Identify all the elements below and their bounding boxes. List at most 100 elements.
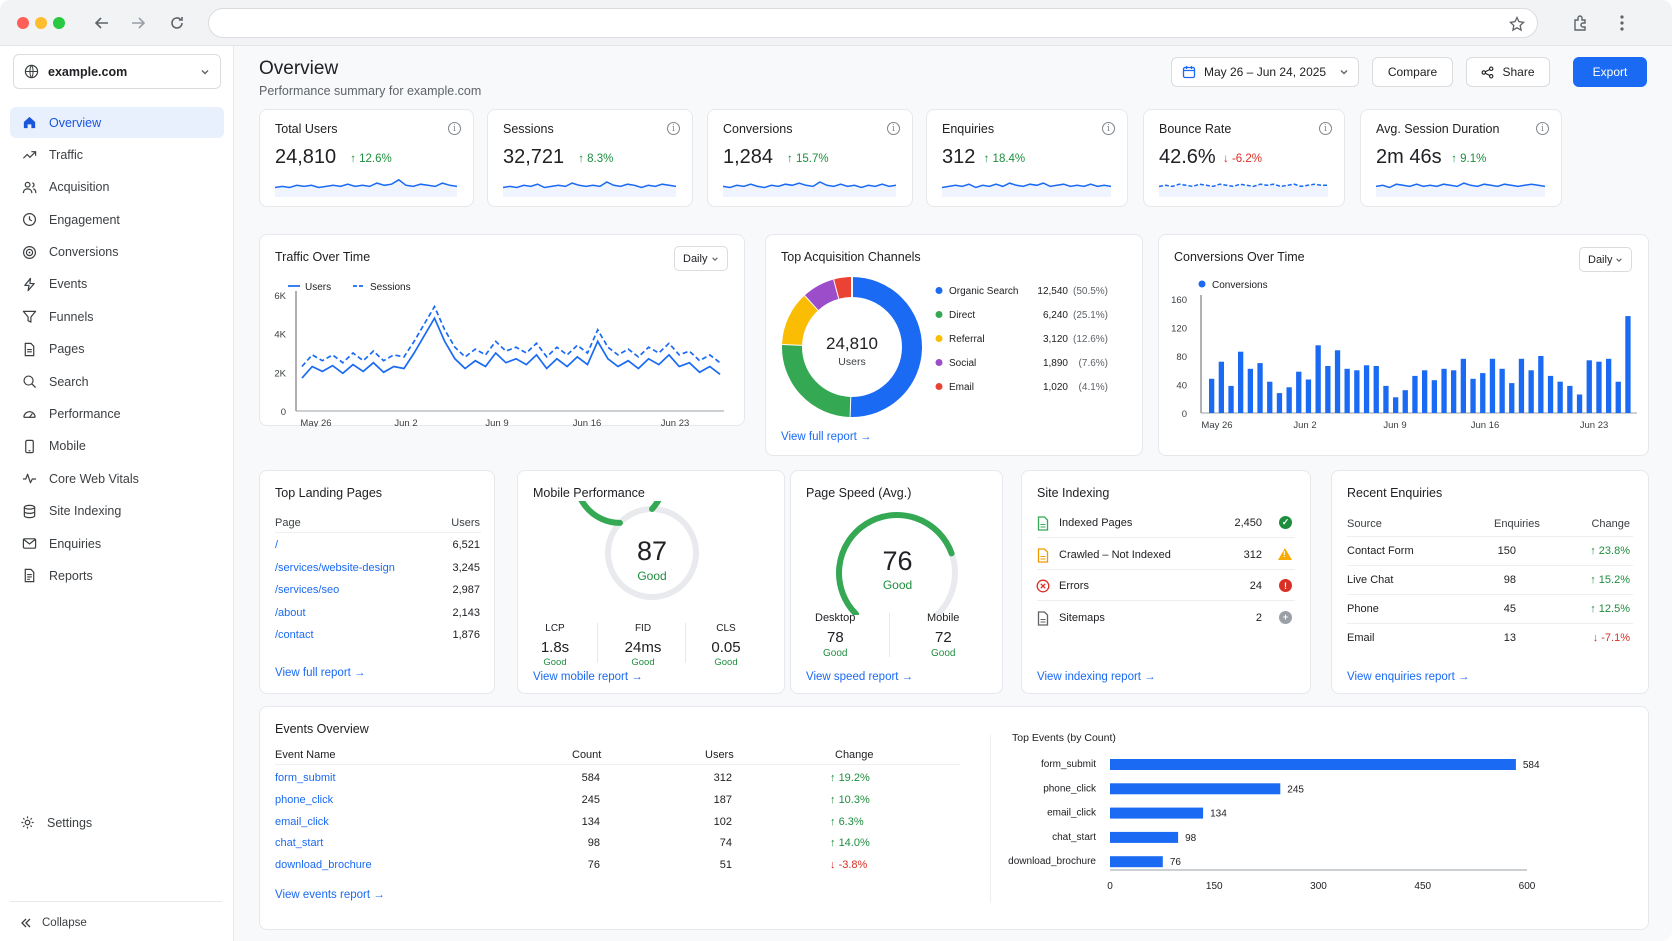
kpi-card-enquiries[interactable]: Enquiries i 312 ↑ 18.4% — [926, 109, 1128, 207]
metric-label: CLS — [716, 623, 736, 634]
donut-slice-social[interactable] — [804, 279, 840, 311]
arrow-up-icon: ↑ — [983, 153, 990, 165]
data-label: 76 — [1170, 857, 1182, 868]
info-icon[interactable]: i — [1102, 122, 1115, 135]
sidebar-item-overview[interactable]: Overview — [10, 107, 224, 138]
export-button[interactable]: Export — [1573, 57, 1647, 87]
enquiry-change: ↑ 15.2% — [1590, 574, 1630, 586]
address-bar[interactable] — [208, 8, 1538, 38]
event-name-link[interactable]: phone_click — [275, 793, 334, 806]
mobile-score: 72 — [935, 629, 952, 646]
forward-arrow-icon[interactable] — [127, 12, 149, 34]
sidebar-item-conversions[interactable]: Conversions — [10, 237, 224, 268]
info-icon[interactable]: i — [887, 122, 900, 135]
compare-button[interactable]: Compare — [1372, 57, 1453, 87]
chevron-down-icon — [712, 256, 718, 261]
view-full-report-link[interactable]: View full report → — [275, 667, 366, 679]
sidebar-item-pages[interactable]: Pages — [10, 334, 224, 365]
landing-page-link[interactable]: / — [275, 539, 279, 551]
category-label: email_click — [1047, 808, 1097, 819]
back-arrow-icon[interactable] — [91, 12, 113, 34]
bar — [1489, 358, 1496, 413]
share-button[interactable]: Share — [1466, 57, 1550, 87]
kpi-card-conversions[interactable]: Conversions i 1,284 ↑ 15.7% — [707, 109, 913, 207]
donut-slice-organic-search[interactable] — [849, 277, 922, 417]
sidebar-item-reports[interactable]: Reports — [10, 560, 224, 591]
x-tick-label: 150 — [1206, 881, 1223, 892]
close-window-button[interactable] — [17, 17, 29, 29]
kpi-card-bounce-rate[interactable]: Bounce Rate i 42.6% ↓ -6.2% — [1143, 109, 1345, 207]
sidebar-item-traffic[interactable]: Traffic — [10, 139, 224, 170]
sidebar-item-search[interactable]: Search — [10, 366, 224, 397]
info-icon[interactable]: i — [667, 122, 680, 135]
warning-icon: ! — [1278, 547, 1292, 560]
view-speed-report-link[interactable]: View speed report → — [806, 671, 914, 683]
bar — [1547, 375, 1554, 413]
info-icon[interactable]: i — [448, 122, 461, 135]
sidebar-item-enquiries[interactable]: Enquiries — [10, 528, 224, 559]
indexing-value: 24 — [1249, 580, 1262, 592]
bar — [1363, 365, 1370, 413]
sidebar-item-performance[interactable]: Performance — [10, 399, 224, 430]
event-name-link[interactable]: email_click — [275, 815, 329, 828]
sidebar-item-acquisition[interactable]: Acquisition — [10, 172, 224, 203]
view-full-report-link[interactable]: View full report → — [781, 431, 872, 443]
donut-slice-referral[interactable] — [782, 295, 819, 346]
series-line-sessions — [301, 304, 721, 368]
landing-page-link[interactable]: /services/website-design — [275, 561, 395, 574]
sidebar-item-funnels[interactable]: Funnels — [10, 301, 224, 332]
event-name-link[interactable]: download_brochure — [275, 859, 372, 872]
site-selector[interactable]: example.com — [13, 54, 221, 89]
funnel-icon — [22, 311, 37, 324]
landing-page-link[interactable]: /services/seo — [275, 584, 340, 597]
sidebar-item-engagement[interactable]: Engagement — [10, 204, 224, 235]
donut-slice-direct[interactable] — [782, 343, 851, 417]
sidebar-item-events[interactable]: Events — [10, 269, 224, 300]
bar — [1596, 361, 1602, 413]
landing-page-link[interactable]: /about — [275, 606, 306, 619]
event-name-link[interactable]: form_submit — [275, 772, 336, 784]
menu-kebab-icon[interactable] — [1611, 12, 1633, 34]
date-range-picker[interactable]: May 26 – Jun 24, 2025 — [1171, 57, 1359, 87]
minimize-window-button[interactable] — [35, 17, 47, 29]
kpi-value: 312 — [942, 146, 976, 168]
legend-percent: (12.6%) — [1073, 334, 1108, 345]
legend-value: 3,120 — [1043, 334, 1068, 345]
sidebar-settings[interactable]: Settings — [10, 807, 224, 839]
view-enquiries-report-link[interactable]: View enquiries report → — [1347, 671, 1470, 683]
kpi-card-avg-session-duration[interactable]: Avg. Session Duration i 2m 46s ↑ 9.1% — [1360, 109, 1562, 207]
bar — [1110, 807, 1204, 819]
sidebar-item-label: Acquisition — [49, 180, 110, 195]
collapse-sidebar-button[interactable]: Collapse — [10, 911, 224, 935]
compare-label: Compare — [1387, 65, 1438, 79]
col-header-event-name: Event Name — [275, 749, 336, 761]
sidebar-item-core-web-vitals[interactable]: Core Web Vitals — [10, 463, 224, 494]
donut-slice-email[interactable] — [834, 277, 853, 299]
bookmark-star-icon[interactable] — [1509, 16, 1525, 32]
reload-icon[interactable] — [166, 12, 188, 34]
view-events-report-link[interactable]: View events report → — [275, 889, 385, 901]
extensions-icon[interactable] — [1570, 12, 1592, 34]
data-label: 584 — [1523, 760, 1540, 771]
divider — [889, 613, 890, 657]
pulse-icon — [22, 473, 37, 484]
landing-page-link[interactable]: /contact — [275, 629, 314, 642]
event-change: ↓ -3.8% — [830, 859, 867, 871]
view-mobile-report-link[interactable]: View mobile report → — [533, 671, 643, 683]
view-indexing-report-link[interactable]: View indexing report → — [1037, 671, 1156, 683]
info-icon[interactable]: i — [1536, 122, 1549, 135]
arrow-up-icon: ↑ — [787, 153, 793, 165]
kpi-label: Conversions — [723, 122, 793, 136]
event-name-link[interactable]: chat_start — [275, 837, 324, 850]
sidebar-item-mobile[interactable]: Mobile — [10, 431, 224, 462]
info-icon[interactable]: i — [1319, 122, 1332, 135]
kpi-card-sessions[interactable]: Sessions i 32,721 ↑ 8.3% — [487, 109, 693, 207]
kpi-card-total-users[interactable]: Total Users i 24,810 ↑ 12.6% — [259, 109, 474, 207]
maximize-window-button[interactable] — [53, 17, 65, 29]
legend-dot — [1198, 280, 1206, 288]
traffic-interval-dropdown[interactable]: Daily — [674, 246, 728, 271]
conversions-interval-dropdown[interactable]: Daily — [1579, 247, 1632, 272]
sidebar-item-site-indexing[interactable]: Site Indexing — [10, 496, 224, 527]
divider — [1037, 568, 1295, 570]
sidebar-item-settings[interactable]: Settings — [10, 807, 224, 838]
